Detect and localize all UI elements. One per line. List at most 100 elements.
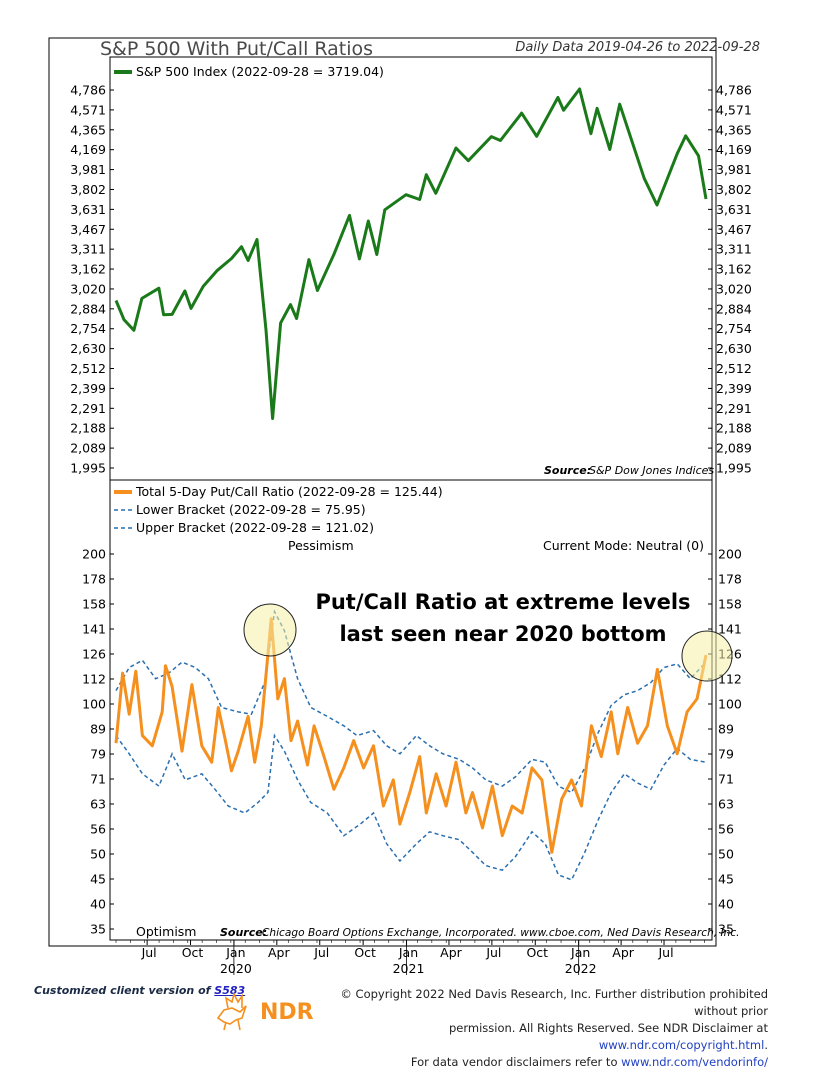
- top-tick-label-right: 2,089: [716, 441, 752, 456]
- bottom-tick-label-left: 126: [82, 647, 106, 662]
- top-tick-label-right: 2,512: [716, 361, 752, 376]
- x-month-label: Jan: [225, 945, 245, 960]
- top-tick-label-right: 2,188: [716, 421, 752, 436]
- x-year-label: 2021: [393, 961, 425, 976]
- bottom-tick-label-left: 158: [82, 597, 106, 612]
- x-month-label: Jul: [141, 945, 157, 960]
- pessimism-label: Pessimism: [288, 538, 354, 553]
- copyright-link[interactable]: www.ndr.com/copyright.html: [598, 1038, 765, 1052]
- top-tick-label-right: 2,291: [716, 401, 752, 416]
- x-year-label: 2020: [220, 961, 252, 976]
- copyright-line-2-end: .: [764, 1038, 768, 1052]
- top-tick-label-right: 3,020: [716, 281, 752, 296]
- x-month-label: Jul: [313, 945, 329, 960]
- top-tick-label-right: 3,631: [716, 202, 752, 217]
- plot-area: [109, 56, 713, 941]
- highlight-circle-2020: [243, 603, 297, 657]
- x-year-label: 2022: [565, 961, 597, 976]
- top-tick-label-right: 3,311: [716, 242, 752, 257]
- top-tick-label-right: 1,995: [716, 461, 752, 476]
- bottom-tick-label-left: 40: [90, 897, 106, 912]
- bottom-source-text: Chicago Board Options Exchange, Incorpor…: [262, 927, 740, 939]
- chart-canvas: S&P 500 With Put/Call Ratios Daily Data …: [48, 37, 760, 976]
- top-tick-label-left: 3,311: [70, 242, 106, 257]
- top-tick-label-right: 4,365: [716, 122, 752, 137]
- bottom-tick-label-right: 158: [718, 597, 742, 612]
- top-tick-label-right: 3,981: [716, 162, 752, 177]
- top-tick-label-left: 2,089: [70, 441, 106, 456]
- top-tick-label-right: 3,162: [716, 262, 752, 277]
- bottom-tick-label-left: 178: [82, 572, 106, 587]
- x-month-label: Apr: [440, 945, 462, 960]
- mode-label: Current Mode: Neutral (0): [543, 538, 704, 553]
- bottom-tick-label-right: 79: [718, 747, 734, 762]
- bottom-tick-label-left: 79: [90, 747, 106, 762]
- top-tick-label-right: 3,467: [716, 222, 752, 237]
- top-tick-label-left: 4,365: [70, 122, 106, 137]
- bottom-tick-label-left: 45: [90, 872, 106, 887]
- client-link[interactable]: S583: [214, 984, 246, 997]
- top-tick-label-left: 2,754: [70, 321, 106, 336]
- bottom-tick-label-right: 50: [718, 847, 734, 862]
- bottom-tick-label-left: 89: [90, 722, 106, 737]
- client-prefix: Customized client version of: [34, 984, 215, 997]
- chart-frame: [48, 37, 717, 947]
- bottom-tick-label-left: 35: [90, 922, 106, 937]
- top-tick-label-left: 2,399: [70, 381, 106, 396]
- top-tick-label-right: 4,786: [716, 83, 752, 98]
- bottom-tick-label-left: 141: [82, 622, 106, 637]
- top-tick-label-left: 2,630: [70, 341, 106, 356]
- top-tick-label-left: 3,802: [70, 182, 106, 197]
- bottom-tick-label-left: 112: [82, 672, 106, 687]
- bottom-tick-label-right: 141: [718, 622, 742, 637]
- date-range: Daily Data 2019-04-26 to 2022-09-28: [515, 40, 760, 55]
- top-tick-label-right: 3,802: [716, 182, 752, 197]
- series-layer: [114, 87, 708, 881]
- top-source-label: Source:: [544, 464, 591, 477]
- top-tick-label-left: 2,188: [70, 421, 106, 436]
- bottom-tick-label-right: 35: [718, 922, 734, 937]
- bottom-tick-label-left: 100: [82, 697, 106, 712]
- x-month-label: Jan: [398, 945, 418, 960]
- top-tick-label-left: 2,291: [70, 401, 106, 416]
- top-tick-label-left: 4,786: [70, 83, 106, 98]
- top-tick-label-left: 4,571: [70, 102, 106, 117]
- copyright-line-3-text: For data vendor disclaimers refer to: [410, 1055, 622, 1069]
- copyright-line-3: For data vendor disclaimers refer to www…: [318, 1054, 768, 1071]
- vendorinfo-link[interactable]: www.ndr.com/vendorinfo/: [621, 1055, 768, 1069]
- bottom-source-label: Source:: [220, 926, 267, 939]
- optimism-label: Optimism: [136, 924, 197, 939]
- bottom-tick-label-right: 56: [718, 822, 734, 837]
- x-month-label: Oct: [354, 945, 376, 960]
- bull-bear-icon: [216, 991, 247, 1031]
- x-month-label: Oct: [182, 945, 204, 960]
- top-tick-label-left: 3,467: [70, 222, 106, 237]
- highlight-circle-2022: [681, 630, 733, 682]
- logo-text: NDR: [260, 1000, 314, 1025]
- legend-sp500: S&P 500 Index (2022-09-28 = 3719.04): [136, 64, 384, 79]
- top-tick-label-left: 2,512: [70, 361, 106, 376]
- bottom-tick-label-left: 56: [90, 822, 106, 837]
- legend-lower: Lower Bracket (2022-09-28 = 75.95): [136, 502, 366, 517]
- top-tick-label-right: 4,169: [716, 142, 752, 157]
- bottom-tick-label-left: 63: [90, 797, 106, 812]
- top-tick-label-right: 2,754: [716, 321, 752, 336]
- x-month-label: Jul: [657, 945, 673, 960]
- bottom-tick-label-right: 45: [718, 872, 734, 887]
- top-tick-label-left: 3,631: [70, 202, 106, 217]
- top-y-axis: 4,786 4,786 4,571 4,571 4,365 4,365 4,169 4,169…: [70, 83, 752, 476]
- top-tick-label-left: 1,995: [70, 461, 106, 476]
- x-month-label: Apr: [268, 945, 290, 960]
- bottom-tick-label-left: 200: [82, 547, 106, 562]
- top-source-text: S&P Dow Jones Indices: [589, 464, 714, 477]
- top-tick-label-right: 2,884: [716, 301, 752, 316]
- x-month-label: Jan: [570, 945, 590, 960]
- top-tick-label-right: 2,399: [716, 381, 752, 396]
- bottom-tick-label-right: 63: [718, 797, 734, 812]
- bottom-tick-label-right: 89: [718, 722, 734, 737]
- x-month-label: Jul: [485, 945, 501, 960]
- annotation-line-2: last seen near 2020 bottom: [339, 622, 666, 646]
- series-sp500-line: [114, 87, 708, 420]
- top-tick-label-left: 4,169: [70, 142, 106, 157]
- top-tick-label-right: 2,630: [716, 341, 752, 356]
